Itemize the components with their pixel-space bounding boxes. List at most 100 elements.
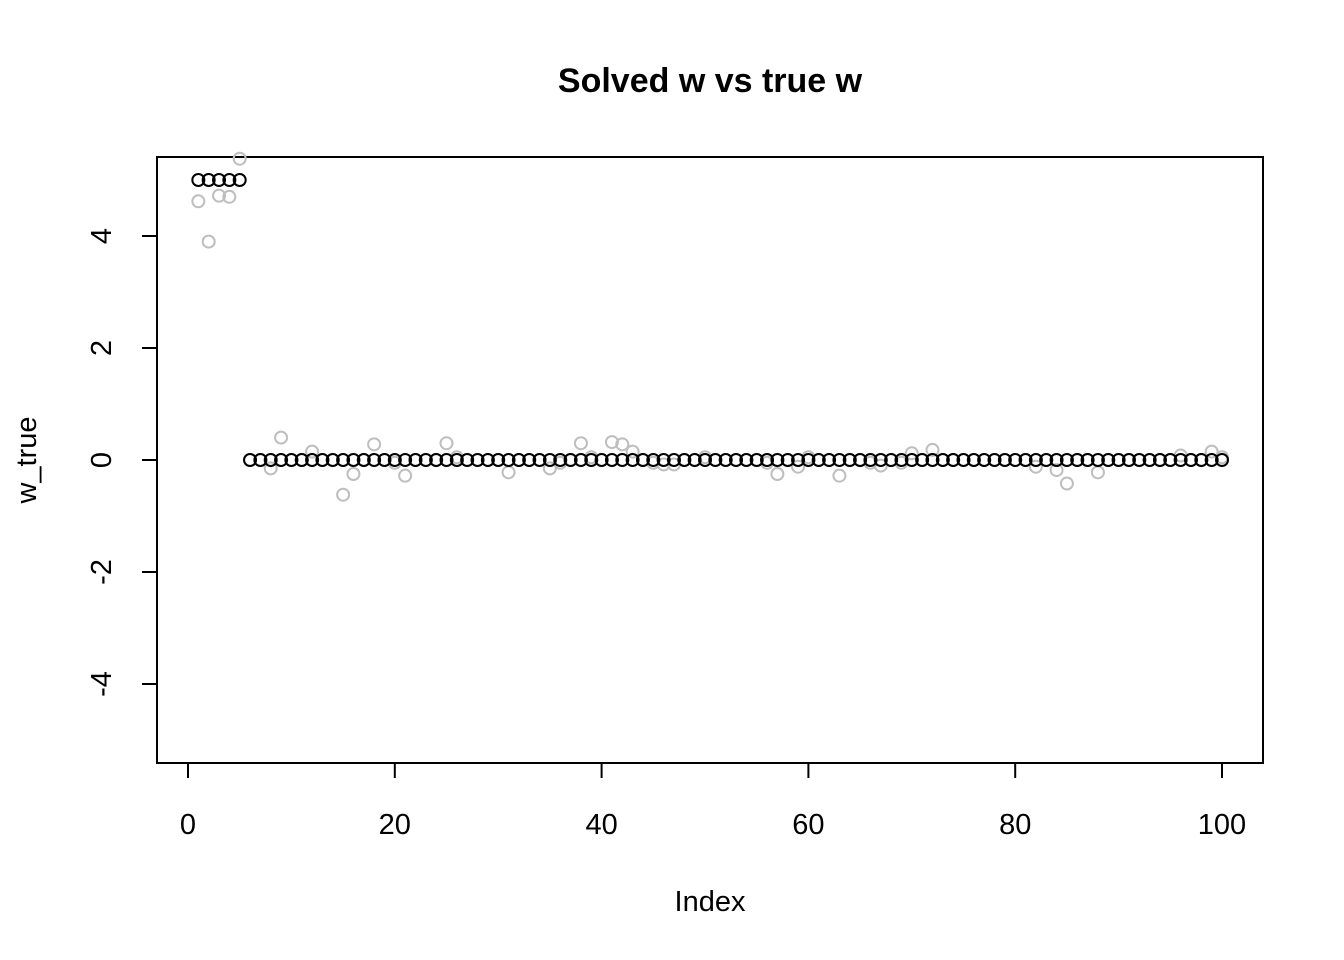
true-w-point xyxy=(1070,453,1085,467)
true-w-point xyxy=(997,453,1012,467)
true-w-point xyxy=(604,453,619,467)
true-w-point xyxy=(1173,453,1188,467)
x-tick-label: 80 xyxy=(999,809,1031,841)
true-w-point xyxy=(749,453,764,467)
true-w-point xyxy=(305,453,320,467)
true-w-point xyxy=(408,453,423,467)
true-w-point xyxy=(553,453,568,467)
true-w-point xyxy=(1028,453,1043,467)
true-w-point xyxy=(1101,453,1116,467)
true-w-point xyxy=(542,453,557,467)
true-w-point xyxy=(853,453,868,467)
true-w-point xyxy=(801,453,816,467)
true-w-point xyxy=(212,173,227,187)
solved-w-point xyxy=(615,437,630,452)
solved-w-point xyxy=(305,444,320,459)
true-w-point xyxy=(201,173,216,187)
true-w-point xyxy=(1163,453,1178,467)
true-w-point xyxy=(925,453,940,467)
true-w-point xyxy=(1008,453,1023,467)
true-w-point xyxy=(791,453,806,467)
true-w-point xyxy=(1111,453,1126,467)
x-tick-label: 40 xyxy=(585,809,617,841)
solved-w-point xyxy=(904,446,919,461)
y-axis: -4 -2 0 2 4 xyxy=(86,228,158,697)
true-w-point xyxy=(1183,453,1198,467)
true-w-point xyxy=(915,453,930,467)
true-w-point xyxy=(1080,453,1095,467)
solved-w-point xyxy=(212,188,227,203)
true-w-point xyxy=(1215,453,1229,467)
solved-w-point xyxy=(191,194,206,209)
true-w-point xyxy=(863,453,878,467)
true-w-point xyxy=(822,453,837,467)
true-w-point xyxy=(274,453,289,467)
solved-w-point xyxy=(222,189,237,204)
true-w-point xyxy=(946,453,961,467)
solved-w-point xyxy=(1204,444,1219,459)
true-w-point xyxy=(594,453,609,467)
true-w-point xyxy=(904,453,919,467)
true-w-point xyxy=(346,453,361,467)
true-w-point xyxy=(460,453,475,467)
true-w-point xyxy=(573,453,588,467)
true-w-point xyxy=(356,453,371,467)
true-w-point xyxy=(615,453,630,467)
true-w-point xyxy=(1204,453,1219,467)
true-w-point xyxy=(1039,453,1054,467)
true-w-point xyxy=(1121,453,1136,467)
true-w-point xyxy=(635,453,650,467)
true-w-point xyxy=(935,453,950,467)
x-axis: 0 20 40 60 80 100 xyxy=(180,762,1246,841)
true-w-point xyxy=(656,453,671,467)
true-w-point xyxy=(491,453,506,467)
solved-w-point xyxy=(263,461,278,476)
true-w-point xyxy=(1049,453,1064,467)
x-tick-label: 20 xyxy=(379,809,411,841)
true-w-point xyxy=(449,453,464,467)
solved-w-point xyxy=(573,436,588,451)
true-w-point xyxy=(811,453,826,467)
true-w-point xyxy=(315,453,330,467)
true-w-point xyxy=(511,453,526,467)
solved-w-point xyxy=(346,467,361,481)
true-w-point xyxy=(1194,453,1209,467)
y-axis-label: w_true xyxy=(11,416,43,504)
true-w-point xyxy=(677,453,692,467)
true-w-point xyxy=(894,453,909,467)
true-w-point xyxy=(480,453,495,467)
solved-w-point xyxy=(873,458,888,473)
x-axis-label: Index xyxy=(675,886,746,918)
solved-w-point xyxy=(1059,476,1074,491)
solved-w-points xyxy=(191,151,1229,502)
solved-w-point xyxy=(1090,465,1105,480)
true-w-point xyxy=(232,173,247,187)
x-tick-label: 0 xyxy=(180,809,196,841)
true-w-point xyxy=(729,453,744,467)
true-w-point xyxy=(584,453,599,467)
true-w-point xyxy=(294,453,309,467)
y-tick-label: -4 xyxy=(86,671,118,697)
x-tick-label: 100 xyxy=(1198,809,1246,841)
true-w-point xyxy=(687,453,702,467)
true-w-point xyxy=(191,173,206,187)
true-w-point xyxy=(1059,453,1074,467)
true-w-point xyxy=(966,453,981,467)
true-w-point xyxy=(418,453,433,467)
true-w-point xyxy=(718,453,733,467)
true-w-point xyxy=(873,453,888,467)
true-w-point xyxy=(336,453,351,467)
solved-w-point xyxy=(336,487,351,502)
true-w-point xyxy=(770,453,785,467)
true-w-point xyxy=(377,453,392,467)
solved-w-point xyxy=(925,442,940,457)
true-w-point xyxy=(284,453,299,467)
solved-w-point xyxy=(501,465,516,480)
true-w-point xyxy=(842,453,857,467)
true-w-point xyxy=(387,453,402,467)
y-tick-label: 2 xyxy=(86,340,118,356)
true-w-point xyxy=(698,453,712,467)
true-w-point xyxy=(977,453,992,467)
true-w-point xyxy=(398,453,413,467)
